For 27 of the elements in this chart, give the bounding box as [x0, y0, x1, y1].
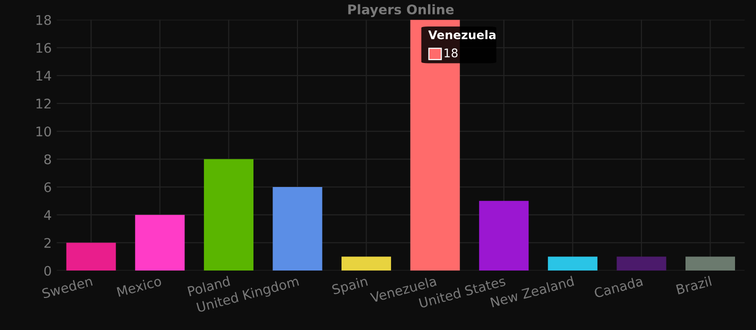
x-tick-label: Sweden [42, 276, 93, 299]
y-tick-label: 4 [44, 210, 52, 220]
bar [616, 256, 666, 271]
y-tick-label: 10 [36, 126, 51, 136]
bar [272, 187, 322, 271]
y-tick-label: 12 [36, 98, 51, 108]
y-tick-label: 18 [36, 15, 51, 25]
bar [135, 214, 185, 271]
bar [66, 242, 116, 271]
x-tick-label: Brazil [676, 276, 712, 295]
bar [342, 256, 392, 271]
bar [204, 159, 254, 271]
y-tick-label: 6 [44, 182, 52, 192]
x-tick-label: Mexico [116, 276, 162, 297]
y-tick-label: 14 [36, 70, 52, 81]
x-tick-label: Spain [332, 276, 369, 298]
chart-title: Players Online [348, 4, 454, 18]
category-label: Venezuela [428, 30, 496, 40]
y-tick-label: 0 [44, 266, 51, 276]
data-label: 18 [444, 48, 458, 58]
y-tick-label: 2 [44, 238, 51, 248]
y-tick-label: 8 [44, 154, 51, 164]
bar [479, 200, 529, 271]
bar [548, 256, 598, 271]
y-tick-label: 16 [36, 42, 52, 53]
bar [685, 256, 736, 271]
x-tick-label: Canada [594, 276, 643, 298]
